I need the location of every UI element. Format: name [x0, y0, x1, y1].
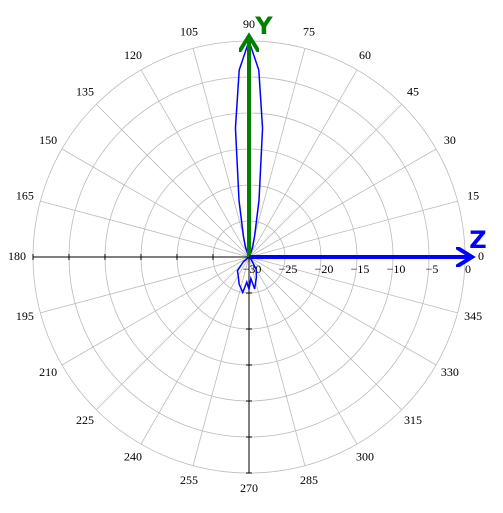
angle-tick-label: 75	[303, 25, 315, 39]
angle-tick-label: 135	[76, 85, 94, 99]
angle-tick-label: 150	[39, 133, 57, 147]
angle-tick-label: 330	[441, 365, 459, 379]
angle-tick-label: 30	[444, 133, 456, 147]
angle-tick-label: 315	[404, 413, 422, 427]
angle-tick-label: 270	[240, 481, 258, 495]
angle-tick-label: 255	[180, 473, 198, 487]
angle-tick-label: 120	[124, 48, 142, 62]
y-axis-label: Y	[254, 12, 273, 40]
r-tick-label: −5	[426, 262, 439, 276]
angle-tick-label: 285	[300, 473, 318, 487]
z-axis-label: Z	[469, 226, 486, 254]
angle-tick-label: 45	[407, 85, 419, 99]
angle-tick-label: 345	[464, 309, 482, 323]
axes	[32, 254, 252, 474]
angle-tick-label: 0	[478, 249, 484, 263]
angle-tick-label: 165	[16, 189, 34, 203]
r-tick-label: −25	[279, 262, 298, 276]
r-tick-label: 0	[465, 262, 471, 276]
angle-tick-label: 225	[76, 413, 94, 427]
r-tick-label: −30	[243, 262, 262, 276]
angle-tick-label: 60	[359, 48, 371, 62]
r-tick-label: −10	[387, 262, 406, 276]
angle-tick-label: 180	[8, 249, 26, 263]
r-tick-label: −20	[315, 262, 334, 276]
angle-tick-label: 195	[16, 309, 34, 323]
angle-tick-label: 15	[467, 189, 479, 203]
angle-tick-label: 240	[124, 450, 142, 464]
angle-tick-label: 210	[39, 365, 57, 379]
angle-tick-label: 300	[356, 450, 374, 464]
angle-tick-label: 105	[180, 25, 198, 39]
r-tick-label: −15	[351, 262, 370, 276]
angle-tick-label: 90	[243, 17, 255, 31]
